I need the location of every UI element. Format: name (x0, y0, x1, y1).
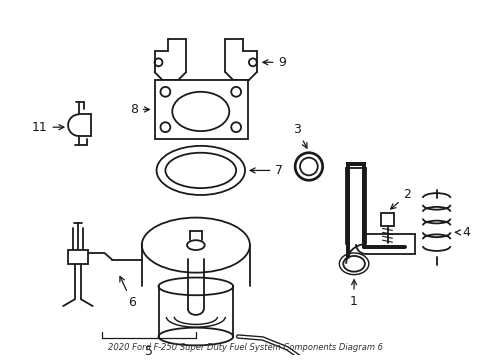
Text: 6: 6 (120, 276, 136, 309)
Bar (68, 250, 88, 264)
Text: 9: 9 (263, 56, 286, 69)
Text: 4: 4 (456, 226, 470, 239)
Text: 3: 3 (293, 123, 307, 148)
Bar (154, 80, 248, 139)
Text: 10: 10 (0, 359, 1, 360)
Text: 7: 7 (250, 164, 283, 177)
Text: 5: 5 (145, 345, 153, 358)
Text: 2: 2 (391, 189, 411, 209)
Text: 1: 1 (350, 280, 358, 308)
Text: 8: 8 (130, 103, 149, 116)
Text: 11: 11 (32, 121, 64, 134)
Bar (381, 213, 394, 226)
Text: 2020 Ford F-250 Super Duty Fuel System Components Diagram 6: 2020 Ford F-250 Super Duty Fuel System C… (107, 343, 383, 352)
